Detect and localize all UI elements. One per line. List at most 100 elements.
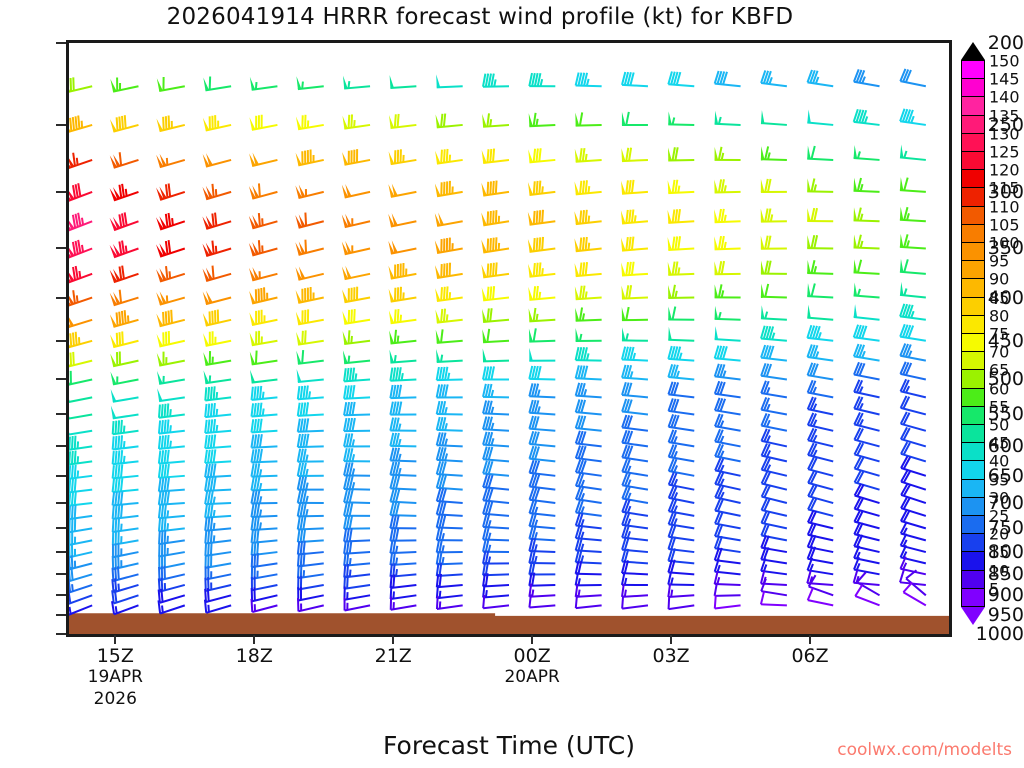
x-axis-tick-mark bbox=[114, 635, 117, 644]
wind-barb bbox=[343, 502, 371, 517]
wind-barb bbox=[69, 478, 93, 494]
terrain-fill bbox=[69, 613, 949, 634]
wind-barb bbox=[250, 503, 278, 518]
y-axis-tick-mark bbox=[56, 445, 66, 448]
wind-barb bbox=[667, 345, 695, 362]
wind-barb bbox=[204, 463, 232, 479]
wind-barb bbox=[203, 370, 232, 385]
wind-barb bbox=[343, 575, 371, 590]
wind-barb bbox=[204, 490, 232, 506]
wind-barb bbox=[528, 430, 556, 448]
wind-barb bbox=[204, 503, 232, 519]
wind-barb bbox=[156, 212, 186, 231]
wind-barb bbox=[713, 70, 741, 88]
wind-barb bbox=[667, 458, 695, 477]
wind-barb bbox=[668, 284, 695, 299]
y-axis-tick-mark bbox=[56, 378, 66, 381]
x-axis-tick-mark bbox=[253, 635, 256, 644]
wind-barb bbox=[435, 329, 463, 344]
x-axis-date-label: 20APR bbox=[504, 667, 560, 687]
wind-barb bbox=[435, 286, 463, 303]
wind-barb bbox=[714, 443, 741, 463]
colorbar-tick-label: 110 bbox=[989, 197, 1020, 217]
wind-barb bbox=[296, 528, 324, 544]
wind-barb bbox=[713, 345, 741, 362]
wind-barb bbox=[900, 426, 927, 448]
wind-barb bbox=[621, 548, 649, 565]
wind-barb bbox=[248, 266, 278, 282]
wind-barb bbox=[296, 330, 324, 346]
wind-barb bbox=[69, 77, 93, 93]
wind-barb bbox=[296, 476, 324, 491]
wind-barb bbox=[667, 398, 695, 416]
wind-barb bbox=[574, 346, 602, 362]
colorbar-tick-label: 100 bbox=[989, 233, 1020, 253]
wind-barb bbox=[296, 349, 324, 365]
wind-barb bbox=[297, 564, 324, 580]
colorbar-tick-label: 145 bbox=[989, 69, 1020, 89]
y-axis-tick-mark bbox=[56, 296, 66, 299]
wind-barb bbox=[759, 591, 787, 607]
wind-barb bbox=[667, 414, 695, 432]
wind-barb bbox=[204, 419, 232, 435]
wind-barb bbox=[343, 540, 371, 555]
wind-barb bbox=[900, 482, 927, 504]
wind-barb bbox=[157, 419, 185, 435]
wind-barb bbox=[574, 147, 602, 163]
wind-barb bbox=[389, 384, 417, 400]
x-axis-tick-mark bbox=[531, 635, 534, 644]
wind-barb bbox=[343, 515, 371, 530]
wind-barb bbox=[248, 212, 278, 230]
colorbar-tick-label: 45 bbox=[989, 433, 1010, 453]
wind-barb bbox=[343, 367, 371, 383]
wind-barb bbox=[250, 541, 278, 557]
x-axis-title: Forecast Time (UTC) bbox=[383, 731, 635, 760]
wind-barb bbox=[528, 383, 556, 399]
colorbar-swatch bbox=[961, 96, 985, 116]
wind-barb bbox=[202, 183, 232, 201]
wind-barb bbox=[481, 237, 510, 254]
wind-barb bbox=[574, 285, 602, 301]
wind-barb bbox=[853, 361, 880, 381]
wind-barb bbox=[109, 183, 139, 202]
wind-barb bbox=[620, 209, 649, 225]
wind-barb bbox=[341, 265, 371, 281]
x-axis-tick-mark bbox=[670, 635, 673, 644]
wind-barb bbox=[434, 237, 463, 255]
wind-barb bbox=[156, 291, 186, 306]
wind-barb bbox=[714, 326, 741, 342]
wind-barb bbox=[109, 289, 139, 307]
wind-barb bbox=[69, 589, 93, 605]
wind-barb bbox=[158, 542, 185, 558]
wind-barb bbox=[482, 383, 510, 399]
wind-barb bbox=[807, 442, 834, 463]
wind-barb bbox=[806, 379, 834, 399]
wind-barb bbox=[667, 559, 695, 576]
wind-barb bbox=[899, 177, 926, 193]
wind-barb bbox=[574, 486, 602, 505]
colorbar-swatch bbox=[961, 587, 985, 607]
x-axis-tick-label: 18Z bbox=[235, 645, 273, 667]
wind-barb bbox=[389, 475, 417, 491]
wind-barb bbox=[435, 416, 463, 432]
wind-barb bbox=[388, 308, 417, 325]
colorbar-tick-label: 30 bbox=[989, 488, 1010, 508]
colorbar-tick-label: 15 bbox=[989, 542, 1010, 562]
colorbar-swatch bbox=[961, 132, 985, 152]
y-axis-tick-label: 800 bbox=[987, 541, 1024, 564]
wind-barb bbox=[853, 259, 880, 275]
wind-barb bbox=[575, 307, 602, 322]
wind-barb bbox=[295, 286, 324, 304]
wind-barb bbox=[249, 76, 278, 91]
wind-barb bbox=[203, 76, 232, 92]
wind-barb bbox=[481, 148, 510, 164]
y-axis-tick-label: 400 bbox=[987, 286, 1024, 309]
wind-barb bbox=[389, 488, 417, 505]
wind-barb bbox=[389, 527, 417, 542]
wind-barb bbox=[667, 71, 695, 88]
wind-barb bbox=[202, 212, 232, 230]
wind-barb-field bbox=[69, 68, 927, 616]
wind-barb bbox=[574, 525, 602, 542]
wind-barb bbox=[528, 415, 556, 432]
colorbar-under-arrow bbox=[961, 607, 985, 625]
